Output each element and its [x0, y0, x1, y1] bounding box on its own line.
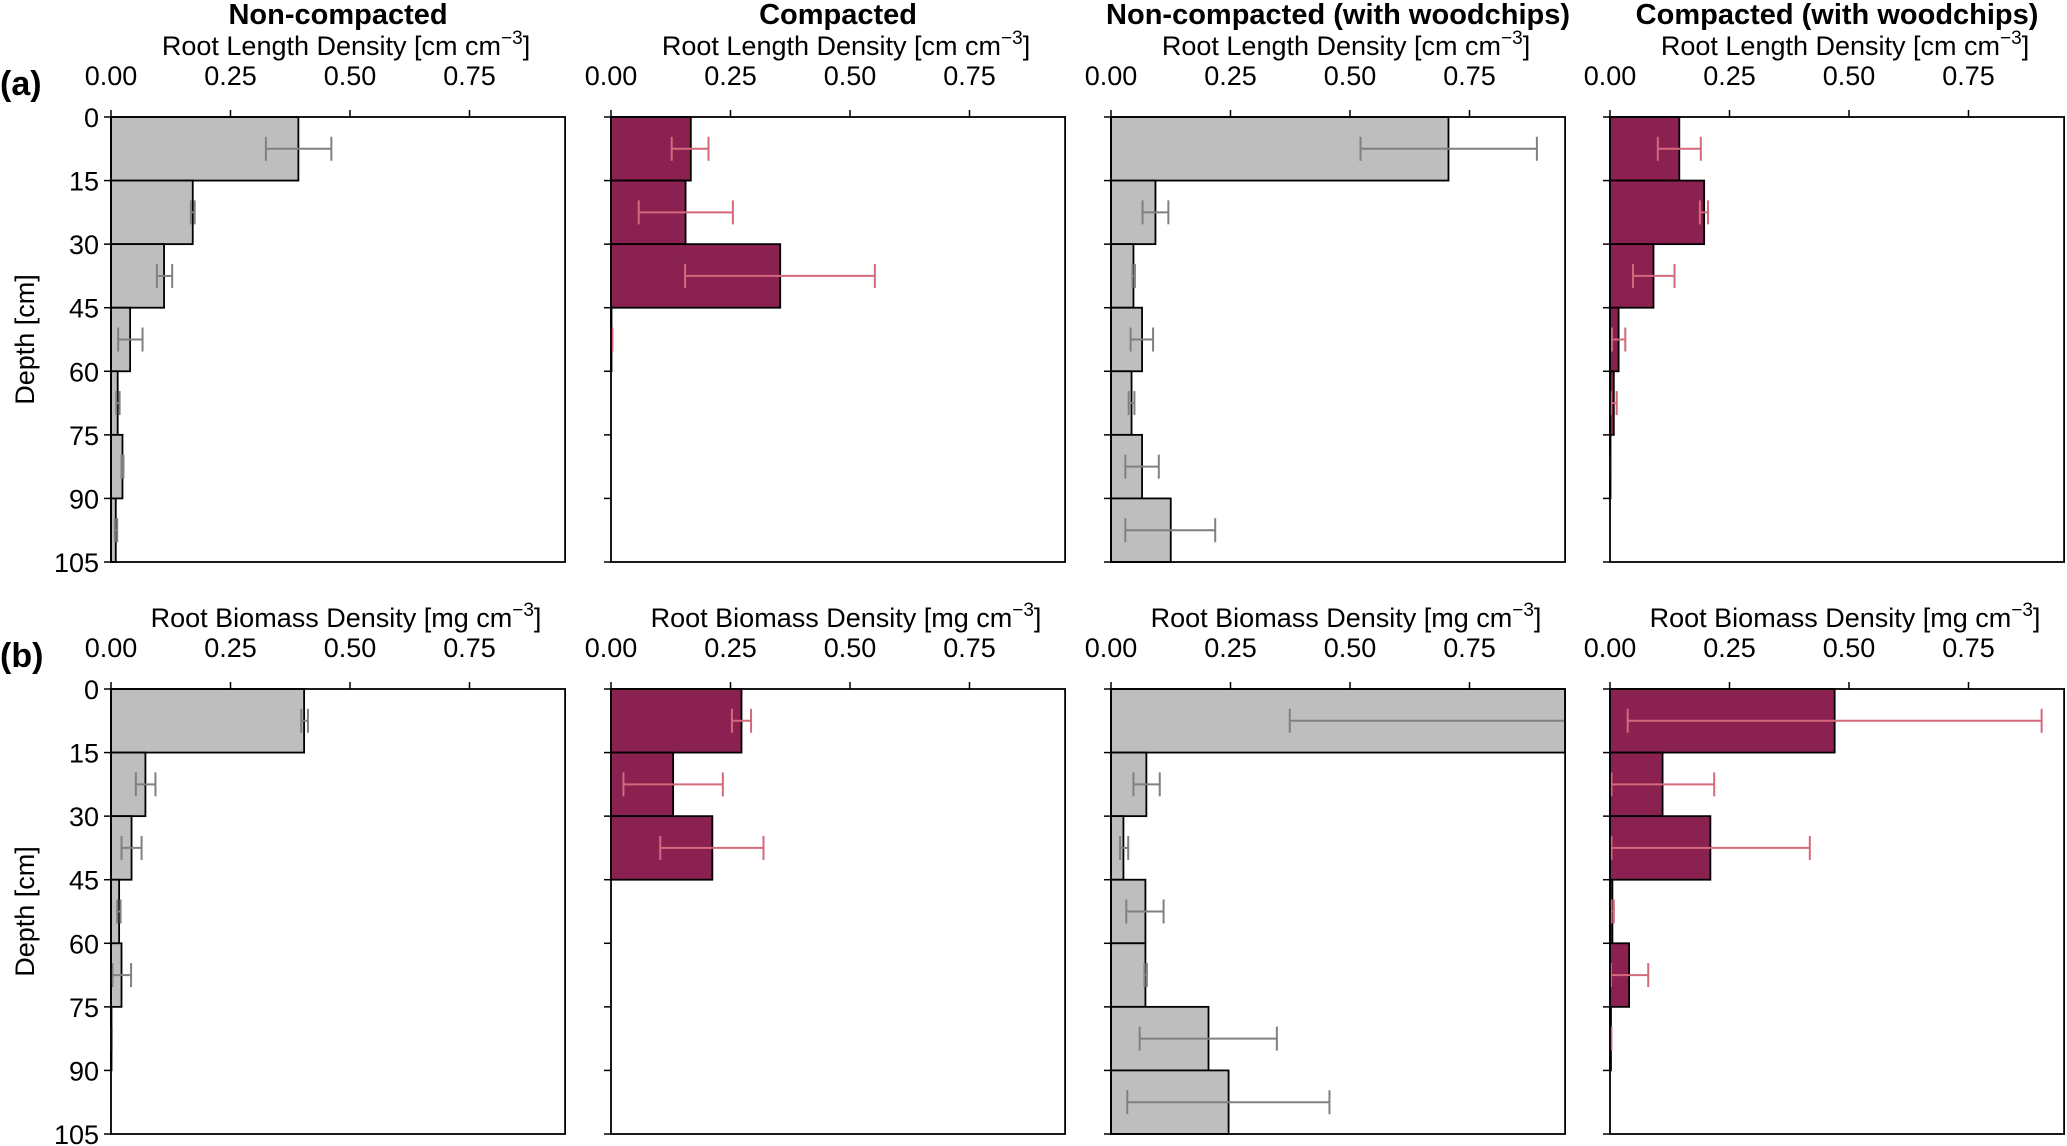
- y-tick-label: 15: [69, 167, 99, 197]
- x-tick-label: 0.75: [943, 633, 996, 663]
- x-tick-label: 0.25: [1703, 61, 1756, 91]
- x-axis-label: Root Biomass Density [mg cm−3]: [651, 600, 1042, 633]
- x-tick-label: 0.75: [443, 633, 496, 663]
- x-tick-label: 0.50: [1823, 633, 1876, 663]
- panel-a-1: Root Length Density [cm cm−3] 0.00 0.25 0.5…: [54, 28, 567, 578]
- x-tick-label: 0.25: [204, 61, 257, 91]
- bar: [610, 688, 743, 754]
- x-tick-label: 0.00: [585, 633, 638, 663]
- y-tick-label: 90: [69, 484, 99, 514]
- y-tick-label: 0: [84, 675, 99, 705]
- bar: [1110, 942, 1147, 1008]
- y-tick-label: 105: [54, 1120, 99, 1146]
- x-axis-label: Root Biomass Density [mg cm−3]: [1650, 600, 2041, 633]
- x-tick-label: 0.00: [1085, 61, 1138, 91]
- x-tick-label: 0.50: [324, 61, 377, 91]
- y-tick-label: 15: [69, 739, 99, 769]
- y-tick-label: 105: [54, 548, 99, 578]
- x-tick-label: 0.25: [1703, 633, 1756, 663]
- x-tick-label: 0.75: [1942, 633, 1995, 663]
- x-tick-label: 0.00: [85, 61, 138, 91]
- column-title: Compacted (with woodchips): [1636, 0, 2039, 31]
- x-tick-label: 0.00: [1085, 633, 1138, 663]
- x-tick-label: 0.50: [324, 633, 377, 663]
- x-tick-label: 0.75: [1443, 633, 1496, 663]
- panel-b-3: Root Biomass Density [mg cm−3] 0.00 0.25 0.…: [1085, 600, 1567, 1135]
- x-tick-label: 0.75: [443, 61, 496, 91]
- x-axis-label: Root Length Density [cm cm−3]: [662, 28, 1030, 61]
- y-tick-label: 75: [69, 993, 99, 1023]
- panel-b-4: Root Biomass Density [mg cm−3] 0.00 0.25 0.…: [1584, 600, 2066, 1135]
- x-tick-label: 0.50: [824, 61, 877, 91]
- x-tick-label: 0.25: [704, 61, 757, 91]
- x-tick-label: 0.50: [1324, 633, 1377, 663]
- x-tick-label: 0.50: [1823, 61, 1876, 91]
- column-title: Non-compacted: [228, 0, 447, 31]
- bar: [1609, 179, 1706, 246]
- y-tick-label: 60: [69, 357, 99, 387]
- x-axis-label: Root Length Density [cm cm−3]: [1661, 28, 2029, 61]
- bar: [110, 243, 165, 309]
- x-tick-label: 0.00: [585, 61, 638, 91]
- plot-frame: [1609, 116, 2066, 563]
- y-tick-label: 60: [69, 929, 99, 959]
- bar: [110, 179, 194, 246]
- x-tick-label: 0.25: [1204, 633, 1257, 663]
- x-tick-label: 0.75: [1443, 61, 1496, 91]
- y-tick-label: 90: [69, 1056, 99, 1086]
- panel-a-2: Root Length Density [cm cm−3] 0.00 0.25 0.5…: [585, 28, 1067, 563]
- y-tick-label: 45: [69, 866, 99, 896]
- x-tick-label: 0.25: [704, 633, 757, 663]
- x-axis-label: Root Length Density [cm cm−3]: [1162, 28, 1530, 61]
- panel-row-label: (a): [0, 65, 42, 103]
- plot-frame: [610, 688, 1067, 1135]
- x-axis-label: Root Length Density [cm cm−3]: [162, 28, 530, 61]
- x-axis-label: Root Biomass Density [mg cm−3]: [1151, 600, 1542, 633]
- column-title: Compacted: [759, 0, 917, 31]
- x-tick-label: 0.25: [204, 633, 257, 663]
- x-tick-label: 0.75: [1942, 61, 1995, 91]
- column-title: Non-compacted (with woodchips): [1106, 0, 1570, 31]
- panel-a-3: Root Length Density [cm cm−3] 0.00 0.25 0.5…: [1085, 28, 1567, 563]
- plot-frame: [1609, 688, 2066, 1135]
- y-tick-label: 45: [69, 294, 99, 324]
- x-tick-label: 0.50: [1324, 61, 1377, 91]
- y-tick-label: 0: [84, 103, 99, 133]
- x-axis-label: Root Biomass Density [mg cm−3]: [151, 600, 542, 633]
- panel-row-label: (b): [0, 637, 43, 675]
- x-tick-label: 0.00: [1584, 61, 1637, 91]
- y-tick-label: 30: [69, 230, 99, 260]
- depth-axis-label: Depth [cm]: [10, 274, 40, 405]
- plot-frame: [110, 116, 567, 563]
- y-tick-label: 30: [69, 802, 99, 832]
- y-tick-label: 75: [69, 421, 99, 451]
- plot-frame: [1110, 116, 1567, 563]
- plot-frame: [610, 116, 1067, 563]
- depth-axis-label: Depth [cm]: [10, 846, 40, 977]
- x-tick-label: 0.00: [1584, 633, 1637, 663]
- bar: [110, 688, 306, 754]
- panel-b-1: Root Biomass Density [mg cm−3] 0.00 0.25 0.…: [54, 600, 567, 1146]
- plot-frame: [1110, 688, 1567, 1135]
- x-tick-label: 0.50: [824, 633, 877, 663]
- plot-frame: [110, 688, 567, 1135]
- panel-a-4: Root Length Density [cm cm−3] 0.00 0.25 0.5…: [1584, 28, 2066, 563]
- bar: [1110, 243, 1135, 309]
- panel-b-2: Root Biomass Density [mg cm−3] 0.00 0.25 0.…: [585, 600, 1067, 1135]
- x-tick-label: 0.75: [943, 61, 996, 91]
- x-tick-label: 0.00: [85, 633, 138, 663]
- x-tick-label: 0.25: [1204, 61, 1257, 91]
